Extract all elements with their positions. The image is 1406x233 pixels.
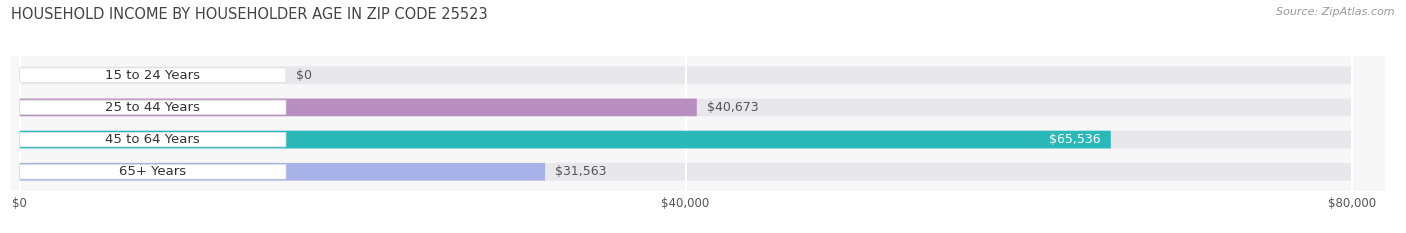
Text: 45 to 64 Years: 45 to 64 Years	[105, 133, 200, 146]
FancyBboxPatch shape	[20, 66, 1351, 84]
FancyBboxPatch shape	[20, 132, 285, 147]
FancyBboxPatch shape	[20, 99, 697, 116]
FancyBboxPatch shape	[20, 163, 1351, 181]
Text: $0: $0	[297, 69, 312, 82]
Text: Source: ZipAtlas.com: Source: ZipAtlas.com	[1277, 7, 1395, 17]
Text: 65+ Years: 65+ Years	[120, 165, 187, 178]
Text: $31,563: $31,563	[555, 165, 606, 178]
FancyBboxPatch shape	[20, 99, 1351, 116]
Text: 15 to 24 Years: 15 to 24 Years	[105, 69, 200, 82]
FancyBboxPatch shape	[20, 163, 546, 181]
FancyBboxPatch shape	[20, 100, 285, 115]
FancyBboxPatch shape	[20, 68, 285, 82]
Text: 25 to 44 Years: 25 to 44 Years	[105, 101, 200, 114]
FancyBboxPatch shape	[20, 164, 285, 179]
Text: $40,673: $40,673	[707, 101, 758, 114]
FancyBboxPatch shape	[20, 131, 1111, 148]
FancyBboxPatch shape	[20, 131, 1351, 148]
Text: $65,536: $65,536	[1049, 133, 1101, 146]
Text: HOUSEHOLD INCOME BY HOUSEHOLDER AGE IN ZIP CODE 25523: HOUSEHOLD INCOME BY HOUSEHOLDER AGE IN Z…	[11, 7, 488, 22]
